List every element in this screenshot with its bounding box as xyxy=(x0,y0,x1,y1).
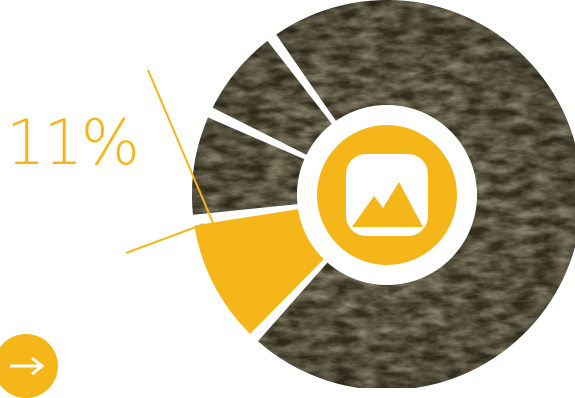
leader-lines xyxy=(125,69,259,328)
donut-chart xyxy=(125,0,575,388)
leader-line-bottom xyxy=(125,223,205,254)
arrow-right-icon xyxy=(10,356,45,376)
image-icon xyxy=(346,154,428,236)
leader-line-top xyxy=(147,69,259,328)
next-button[interactable] xyxy=(0,334,58,398)
center-badge xyxy=(317,125,457,265)
percentage-label: 11% xyxy=(6,106,140,179)
slice-highlighted xyxy=(194,209,324,334)
